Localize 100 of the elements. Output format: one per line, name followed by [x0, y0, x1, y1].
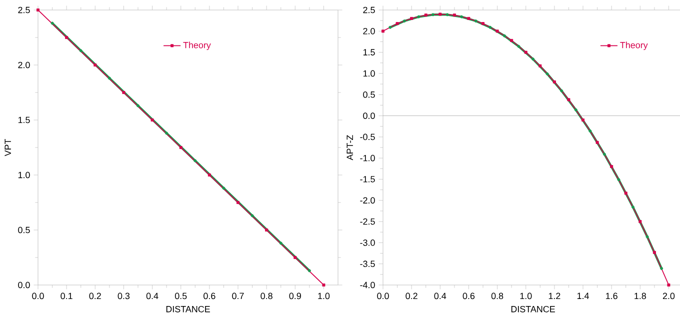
point	[552, 80, 556, 84]
point	[50, 22, 54, 25]
x-tick-label: 2.0	[662, 292, 675, 300]
point	[222, 186, 226, 190]
point	[79, 49, 82, 52]
x-tick-label: 0.9	[289, 292, 301, 300]
x-tick-label: 1.2	[548, 292, 560, 300]
point	[265, 228, 268, 232]
y-tick-label: 1.5	[363, 49, 375, 56]
point	[94, 64, 97, 66]
point	[624, 192, 628, 195]
y-tick-label: 2.5	[363, 6, 375, 14]
y-tick-label: 0.5	[18, 226, 30, 234]
point	[322, 284, 326, 286]
x-tick-label: 0.4	[146, 292, 158, 300]
point	[294, 256, 297, 259]
x-tick-label: 0.7	[232, 292, 244, 300]
point	[165, 132, 168, 135]
point	[136, 104, 140, 108]
y-tick-label: 0.0	[18, 282, 30, 288]
point	[382, 30, 384, 33]
y-tick-label: -0.5	[360, 134, 375, 140]
point	[667, 284, 670, 286]
x-tick-label: 1.8	[634, 292, 646, 300]
y-tick-label: -2.0	[360, 197, 375, 204]
point	[36, 8, 40, 12]
point	[424, 14, 428, 17]
legend-label: Theory	[183, 42, 211, 50]
point	[482, 22, 484, 26]
point	[610, 165, 614, 168]
point	[602, 152, 606, 156]
point	[488, 26, 492, 29]
point	[236, 201, 240, 204]
y-axis-title: APT-Z	[346, 135, 353, 160]
y-tick-label: 1.0	[363, 70, 375, 77]
point	[646, 235, 649, 238]
point	[460, 15, 464, 18]
point	[560, 89, 564, 92]
point	[652, 250, 656, 254]
point	[582, 118, 584, 122]
y-tick-label: -4.0	[360, 282, 375, 288]
x-tick-label: 1.0	[318, 292, 330, 300]
point	[208, 174, 211, 176]
x-tick-label: 0.8	[491, 292, 504, 300]
point	[122, 91, 126, 94]
y-tick-label: 0.5	[363, 91, 375, 98]
point	[417, 15, 420, 18]
point	[467, 16, 470, 20]
point	[588, 130, 592, 132]
point	[517, 44, 520, 48]
x-tick-label: 1.0	[520, 292, 532, 300]
point	[524, 50, 528, 54]
x-tick-label: 0.6	[204, 292, 216, 300]
point	[250, 214, 254, 218]
y-tick-label: 2.0	[363, 28, 375, 34]
y-axis-title: VPT	[4, 138, 11, 156]
point	[388, 26, 392, 29]
point	[452, 14, 456, 17]
point	[538, 64, 542, 68]
x-tick-label: 0.8	[260, 292, 272, 300]
point	[617, 178, 620, 182]
y-tick-label: 1.0	[18, 172, 30, 178]
y-tick-label: -1.5	[360, 176, 375, 182]
x-axis-title: DISTANCE	[166, 306, 210, 312]
x-axis-title: DISTANCE	[511, 306, 555, 312]
point	[502, 34, 506, 38]
y-tick-label: 2.5	[18, 6, 30, 14]
point	[438, 12, 442, 16]
x-tick-label: 0.5	[174, 292, 187, 300]
point	[446, 13, 449, 16]
x-tick-label: 0.2	[89, 292, 101, 300]
x-tick-label: 0.0	[32, 292, 44, 300]
y-tick-label: 1.5	[18, 116, 30, 124]
x-tick-label: 0.2	[406, 292, 418, 300]
point	[396, 22, 399, 26]
point	[150, 118, 154, 122]
x-tick-label: 0.0	[377, 292, 389, 300]
y-tick-label: -2.5	[360, 218, 375, 225]
point	[496, 30, 499, 33]
point	[279, 242, 282, 245]
point	[65, 36, 68, 39]
point	[510, 38, 514, 42]
x-tick-label: 0.1	[60, 292, 72, 300]
x-tick-label: 1.4	[577, 292, 589, 299]
point	[410, 16, 414, 20]
point	[474, 20, 478, 22]
point	[432, 13, 434, 16]
y-tick-label: -3.5	[360, 260, 375, 268]
y-tick-label: 0.0	[363, 112, 375, 119]
point	[574, 108, 578, 112]
point	[567, 98, 570, 102]
point	[194, 159, 197, 162]
point	[638, 220, 642, 224]
point	[108, 76, 111, 80]
x-tick-label: 1.6	[606, 292, 618, 300]
legend-label: Theory	[620, 42, 648, 50]
point	[596, 140, 599, 144]
point	[632, 206, 634, 209]
point	[532, 58, 534, 61]
point	[546, 72, 549, 76]
